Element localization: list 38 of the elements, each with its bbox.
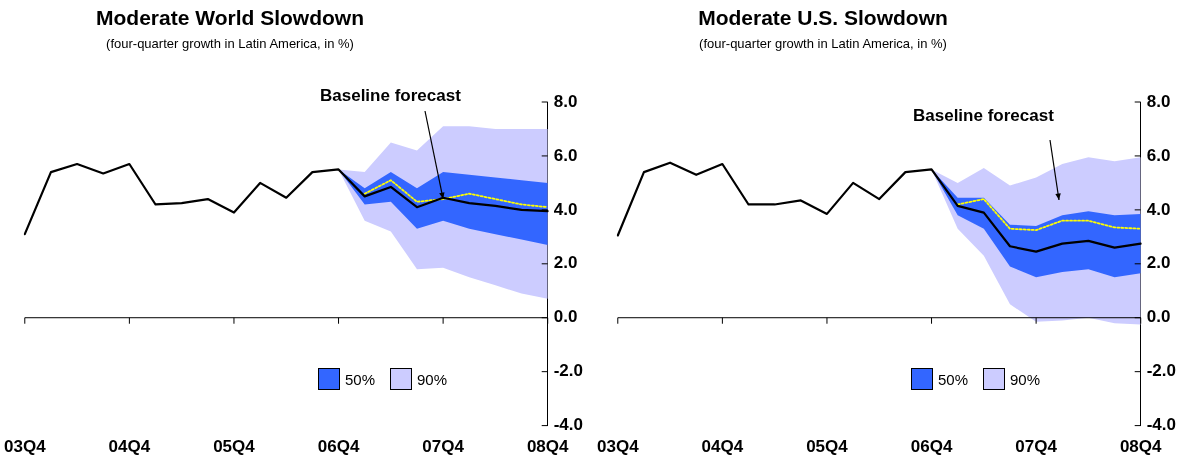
y-tick-label: 2.0	[553, 253, 578, 273]
x-tick-label: 03Q4	[4, 437, 47, 457]
legend-label: 50%	[345, 370, 376, 388]
y-tick-label: 4.0	[1146, 199, 1171, 219]
legend-label: 90%	[1010, 370, 1041, 388]
chart-subtitle: (four-quarter growth in Latin America, in %)	[105, 36, 355, 51]
chart-subtitle: (four-quarter growth in Latin America, in %)	[698, 36, 948, 51]
x-tick-label: 05Q4	[806, 437, 849, 457]
y-tick-label: -2.0	[553, 361, 583, 381]
chart-title: Moderate U.S. Slowdown	[697, 6, 949, 30]
y-tick-label: -4.0	[1146, 415, 1176, 435]
x-tick-label: 05Q4	[213, 437, 256, 457]
x-tick-label: 07Q4	[422, 437, 465, 457]
y-tick-label: 0.0	[1146, 307, 1171, 327]
y-tick-label: 2.0	[1146, 253, 1171, 273]
y-tick-label: 6.0	[553, 145, 578, 165]
annotation: Baseline forecast	[320, 86, 461, 106]
x-tick-label: 06Q4	[910, 437, 953, 457]
y-tick-label: 8.0	[553, 91, 578, 111]
y-tick-label: -4.0	[553, 415, 583, 435]
chart-title: Moderate World Slowdown	[95, 6, 365, 30]
x-tick-label: 03Q4	[597, 437, 640, 457]
x-tick-label: 06Q4	[317, 437, 360, 457]
y-tick-label: 0.0	[553, 307, 578, 327]
y-tick-label: 6.0	[1146, 145, 1171, 165]
annotation: Baseline forecast	[913, 106, 1054, 126]
x-tick-label: 07Q4	[1015, 437, 1058, 457]
y-tick-label: 4.0	[553, 199, 578, 219]
legend-label: 50%	[938, 370, 969, 388]
y-tick-label: -2.0	[1146, 361, 1176, 381]
x-tick-label: 08Q4	[526, 437, 570, 457]
x-tick-label: 08Q4	[1119, 437, 1163, 457]
legend-label: 90%	[417, 370, 448, 388]
line-series	[363, 179, 549, 209]
line-series	[956, 198, 1142, 231]
x-tick-label: 04Q4	[701, 437, 744, 457]
x-tick-label: 04Q4	[108, 437, 151, 457]
y-tick-label: 8.0	[1146, 91, 1171, 111]
